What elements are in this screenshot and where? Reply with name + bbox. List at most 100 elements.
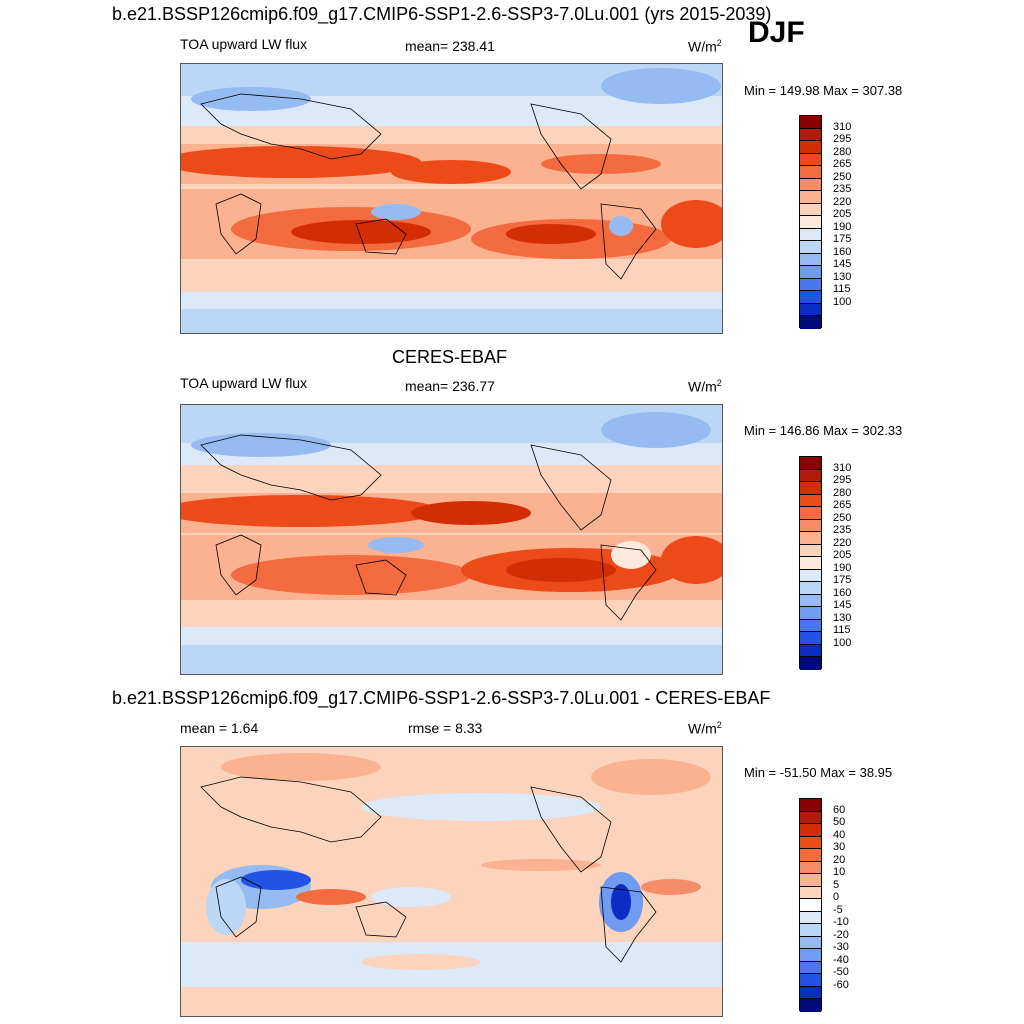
colorbar-tick-label: 250 bbox=[833, 511, 852, 524]
colorbar-tick-label: 250 bbox=[833, 170, 852, 183]
colorbar-tick-label: 100 bbox=[833, 295, 852, 308]
colorbar-swatch bbox=[800, 203, 821, 217]
colorbar-tick-label: 280 bbox=[833, 145, 852, 158]
colorbar-swatch bbox=[800, 291, 821, 304]
colorbar-tick-label: 205 bbox=[833, 208, 852, 221]
colorbar-swatch bbox=[800, 494, 821, 508]
colorbar-tick-label: 175 bbox=[833, 574, 852, 587]
colorbar-swatch bbox=[800, 874, 821, 887]
colorbar-swatch bbox=[800, 999, 821, 1012]
colorbar-swatch bbox=[800, 986, 821, 1000]
panel-diff-colorbar bbox=[799, 798, 822, 1012]
colorbar-swatch bbox=[800, 278, 821, 292]
panel-diff-units: W/m2 bbox=[688, 720, 722, 737]
colorbar-swatch bbox=[800, 507, 821, 520]
colorbar-swatch bbox=[800, 949, 821, 962]
colorbar-swatch bbox=[800, 861, 821, 875]
panel-diff-mean: mean = 1.64 bbox=[180, 720, 259, 736]
colorbar-swatch bbox=[800, 482, 821, 495]
colorbar-swatch bbox=[800, 141, 821, 154]
colorbar-swatch bbox=[800, 191, 821, 204]
colorbar-tick-label: 265 bbox=[833, 499, 852, 512]
panel-diff-minmax: Min = -51.50 Max = 38.95 bbox=[744, 765, 893, 780]
colorbar-swatch bbox=[800, 303, 821, 317]
colorbar-swatch bbox=[800, 594, 821, 608]
panel-model-variable: TOA upward LW flux bbox=[180, 36, 308, 52]
colorbar-swatch bbox=[800, 644, 821, 658]
colorbar-tick-label: 160 bbox=[833, 245, 852, 258]
colorbar-swatch bbox=[800, 924, 821, 937]
colorbar-swatch bbox=[800, 619, 821, 633]
colorbar-swatch bbox=[800, 241, 821, 254]
colorbar-tick-label: 115 bbox=[833, 283, 851, 296]
colorbar-swatch bbox=[800, 607, 821, 620]
colorbar-tick-label: 295 bbox=[833, 474, 852, 487]
colorbar-tick-label: 0 bbox=[833, 891, 840, 904]
colorbar-swatch bbox=[800, 457, 821, 470]
panel-model-minmax: Min = 149.98 Max = 307.38 bbox=[744, 83, 903, 98]
panel-model-units: W/m2 bbox=[688, 38, 722, 55]
panel-obs-minmax: Min = 146.86 Max = 302.33 bbox=[744, 423, 903, 438]
colorbar-tick-label: 130 bbox=[833, 270, 852, 283]
colorbar-swatch bbox=[800, 632, 821, 645]
colorbar-tick-label: 145 bbox=[833, 599, 852, 612]
colorbar-swatch bbox=[800, 824, 821, 837]
colorbar-swatch bbox=[800, 899, 821, 912]
colorbar-tick-label: 295 bbox=[833, 133, 852, 146]
colorbar-swatch bbox=[800, 799, 821, 812]
colorbar-swatch bbox=[800, 936, 821, 950]
colorbar-tick-label: 235 bbox=[833, 524, 852, 537]
panel-model-mean: mean= 238.41 bbox=[405, 38, 495, 54]
colorbar-tick-label: 220 bbox=[833, 536, 852, 549]
panel-obs-map bbox=[180, 404, 723, 675]
colorbar-swatch bbox=[800, 266, 821, 279]
colorbar-swatch bbox=[800, 544, 821, 558]
colorbar-swatch bbox=[800, 316, 821, 329]
colorbar-tick-label: -50 bbox=[833, 966, 849, 979]
panel-obs-mean: mean= 236.77 bbox=[405, 378, 495, 394]
colorbar-swatch bbox=[800, 582, 821, 595]
colorbar-tick-label: 100 bbox=[833, 636, 852, 649]
colorbar-swatch bbox=[800, 657, 821, 670]
colorbar-swatch bbox=[800, 532, 821, 545]
panel-model-map bbox=[180, 63, 723, 334]
colorbar-tick-label: 60 bbox=[833, 803, 846, 816]
panel-obs-units: W/m2 bbox=[688, 378, 722, 395]
colorbar-tick-label: -20 bbox=[833, 928, 849, 941]
colorbar-tick-label: 20 bbox=[833, 853, 846, 866]
panel-model-colorbar bbox=[799, 115, 822, 329]
colorbar-swatch bbox=[800, 557, 821, 570]
panel-obs-colorbar bbox=[799, 456, 822, 670]
colorbar-tick-label: 115 bbox=[833, 624, 851, 637]
colorbar-swatch bbox=[800, 569, 821, 583]
colorbar-tick-label: 145 bbox=[833, 258, 852, 271]
colorbar-tick-label: -30 bbox=[833, 941, 849, 954]
colorbar-swatch bbox=[800, 811, 821, 825]
colorbar-swatch bbox=[800, 178, 821, 192]
colorbar-swatch bbox=[800, 116, 821, 129]
colorbar-tick-label: 280 bbox=[833, 486, 852, 499]
season-label: DJF bbox=[748, 16, 805, 49]
colorbar-tick-label: 310 bbox=[833, 120, 852, 133]
panel-diff-rmse: rmse = 8.33 bbox=[408, 720, 483, 736]
colorbar-swatch bbox=[800, 974, 821, 987]
colorbar-tick-label: 160 bbox=[833, 586, 852, 599]
colorbar-tick-label: -60 bbox=[833, 978, 849, 991]
colorbar-swatch bbox=[800, 216, 821, 229]
panel-model-title: b.e21.BSSP126cmip6.f09_g17.CMIP6-SSP1-2.… bbox=[112, 4, 772, 24]
colorbar-tick-label: -10 bbox=[833, 916, 849, 929]
colorbar-tick-label: 10 bbox=[833, 866, 846, 879]
colorbar-tick-label: 310 bbox=[833, 461, 852, 474]
colorbar-tick-label: 130 bbox=[833, 611, 852, 624]
colorbar-swatch bbox=[800, 166, 821, 179]
colorbar-swatch bbox=[800, 911, 821, 925]
colorbar-swatch bbox=[800, 228, 821, 242]
colorbar-swatch bbox=[800, 961, 821, 975]
colorbar-tick-label: -40 bbox=[833, 953, 849, 966]
colorbar-swatch bbox=[800, 519, 821, 533]
colorbar-tick-label: 235 bbox=[833, 183, 852, 196]
colorbar-tick-label: 5 bbox=[833, 878, 840, 891]
panel-obs-variable: TOA upward LW flux bbox=[180, 375, 308, 391]
colorbar-tick-label: 205 bbox=[833, 549, 852, 562]
colorbar-swatch bbox=[800, 128, 821, 142]
